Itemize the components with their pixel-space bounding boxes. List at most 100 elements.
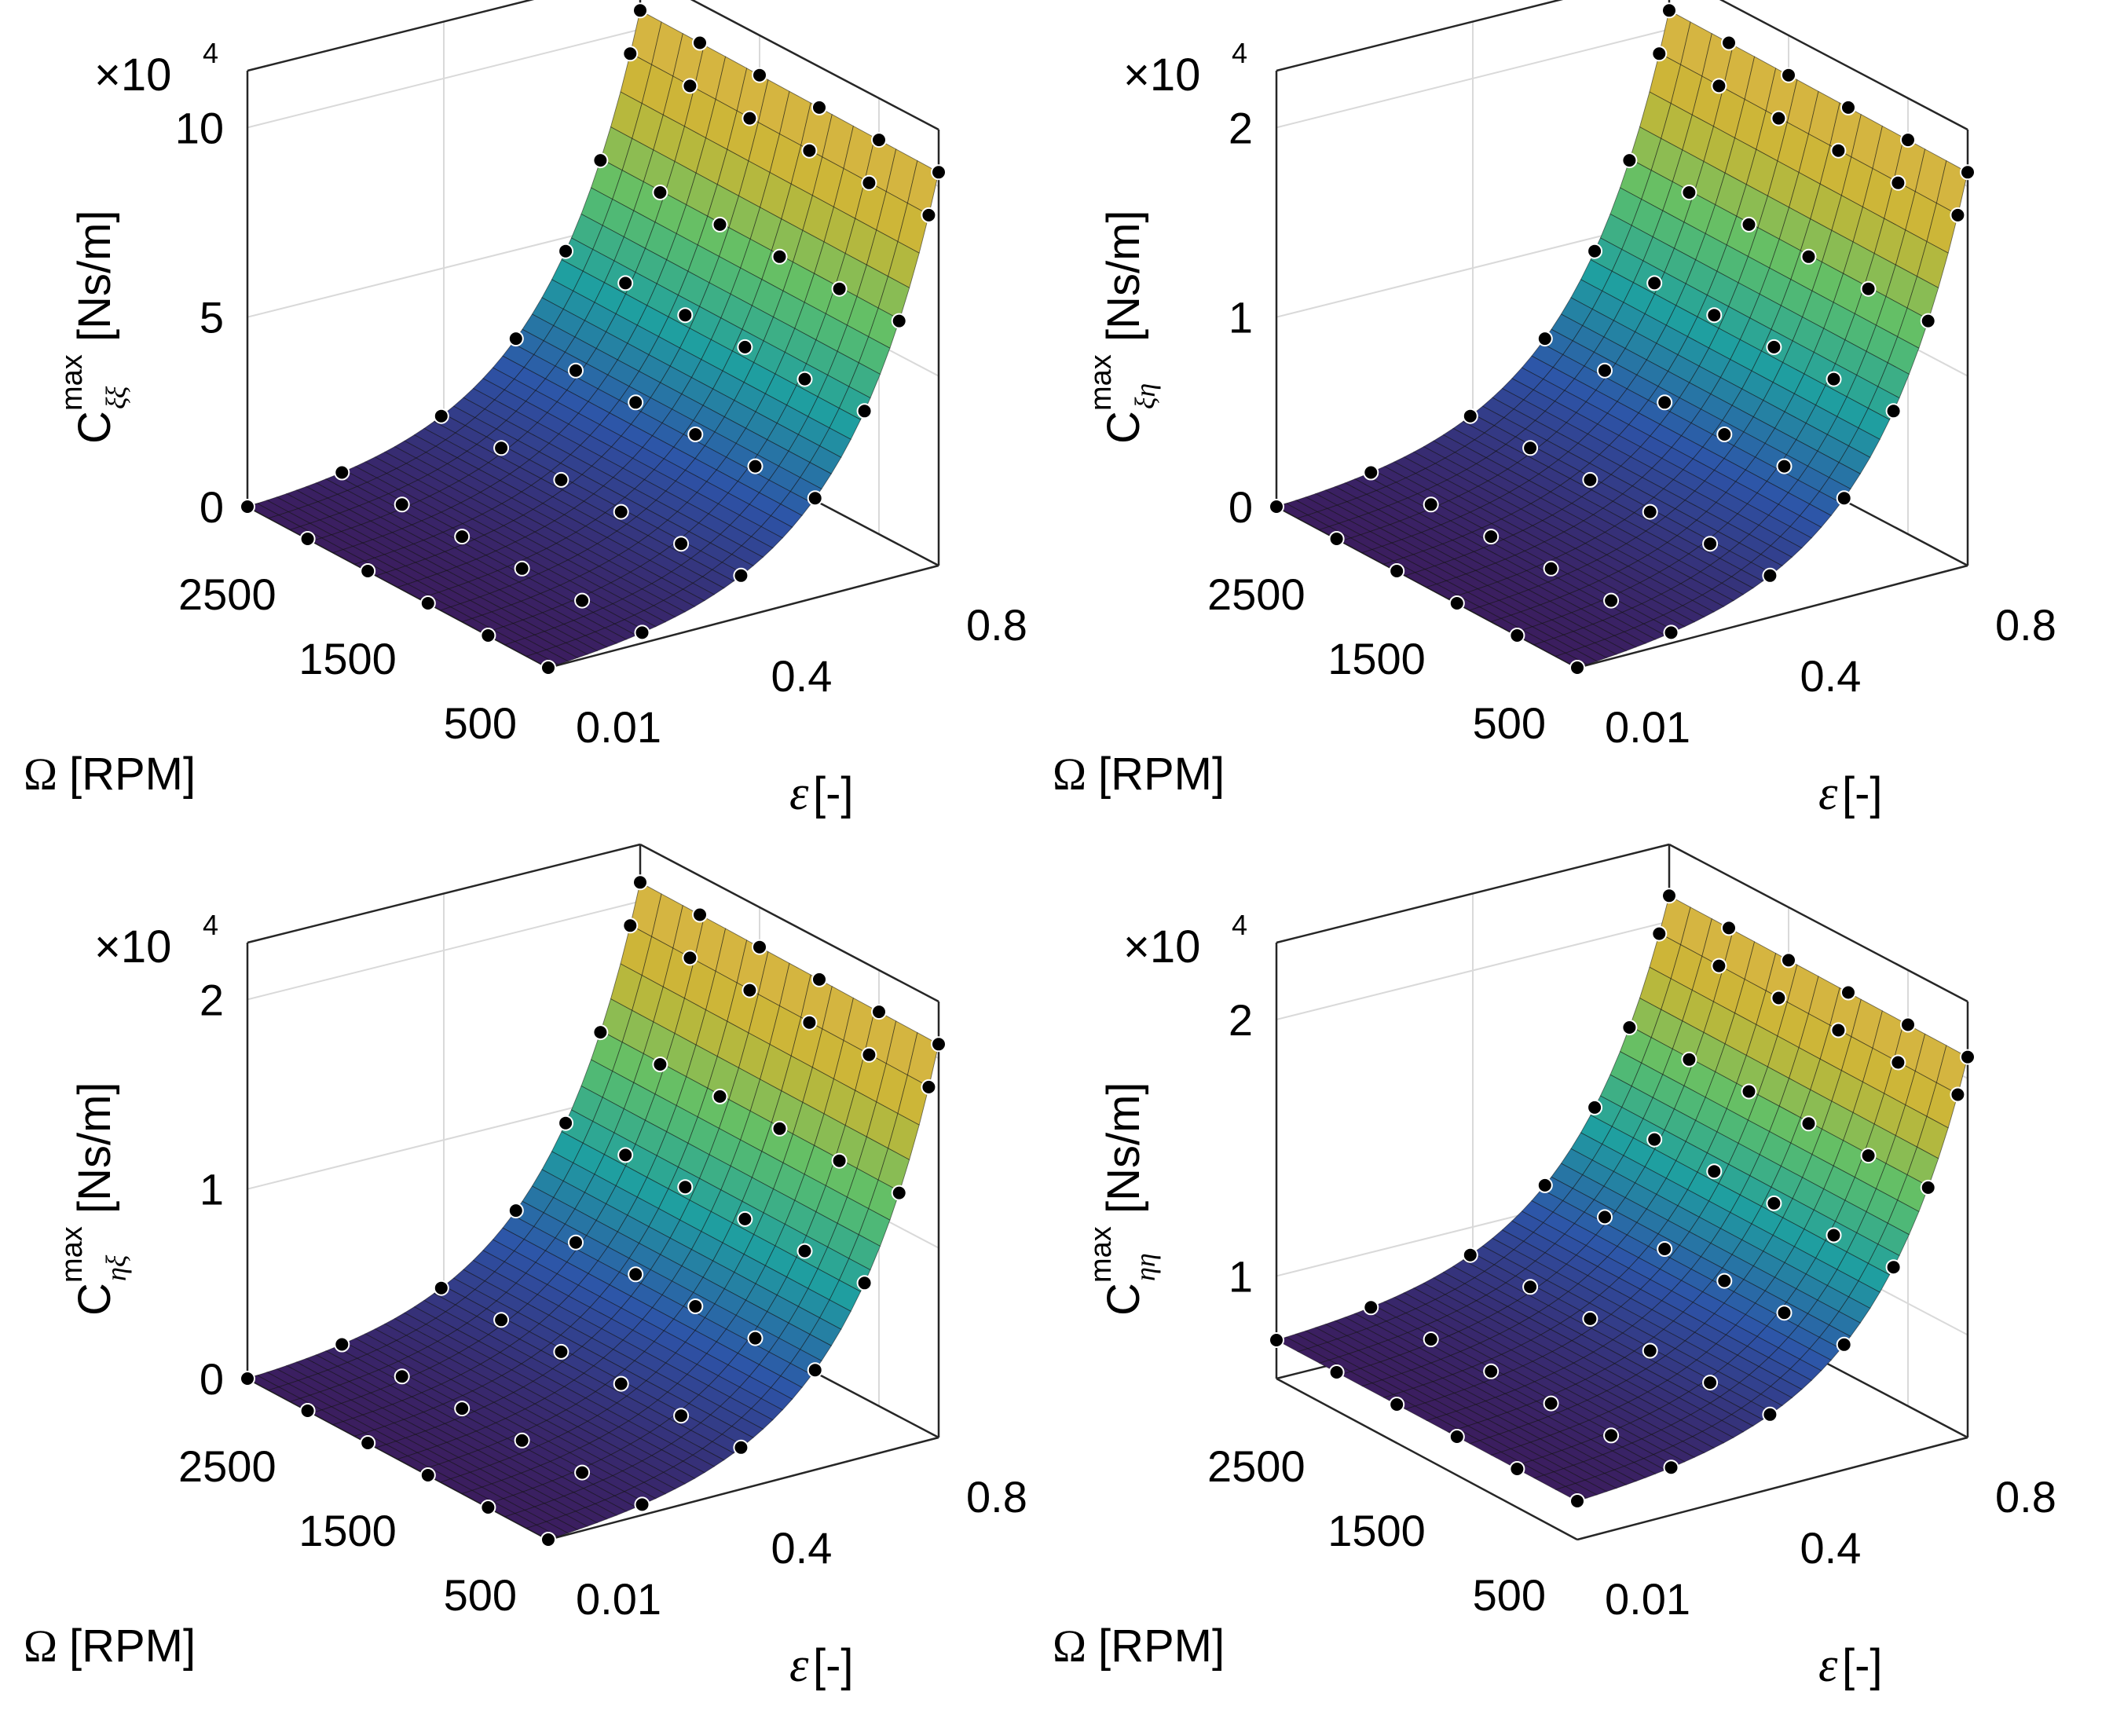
data-marker [1840,984,1856,1001]
data-marker [1741,1083,1757,1100]
eps-tick-label: 0.4 [771,1523,833,1573]
data-marker [1642,1342,1658,1359]
data-marker [1363,464,1379,481]
data-marker [1702,1375,1719,1391]
z-label-unit: [Ns/m] [69,210,120,342]
data-marker [737,1210,753,1227]
z-tick-label: 0 [200,1354,224,1404]
data-marker [1663,624,1679,641]
z-tick-label: 2 [200,975,224,1024]
exponent-label: ×10 [1123,921,1200,972]
eps-axis-unit: [-] [1842,768,1883,819]
data-marker [1597,362,1613,379]
data-marker [1836,1336,1852,1353]
data-marker [632,2,648,19]
omega-tick-label: 2500 [1207,570,1306,619]
eps-tick-label: 0.01 [1605,1574,1690,1624]
data-marker [752,67,767,83]
exponent-label: ×10 [1123,49,1200,101]
eps-tick-label: 0.4 [1800,1523,1862,1573]
data-marker [240,1371,255,1386]
data-marker [1269,1332,1284,1348]
box-edge [1719,0,1968,131]
data-marker [712,216,728,233]
omega-tick-label: 1500 [298,1506,397,1555]
omega-axis-symbol: Ω [24,1621,57,1672]
data-marker [811,99,827,115]
data-marker [1771,990,1787,1006]
eps-axis-line [1576,564,1968,669]
exponent-label: ×10 [94,921,171,972]
data-marker [1716,1273,1733,1289]
data-marker [1328,531,1345,547]
data-marker [1657,394,1673,411]
data-marker [891,1185,907,1201]
data-marker [480,1500,496,1515]
data-marker [1536,331,1553,347]
data-marker [360,1435,376,1451]
data-marker [540,660,556,676]
data-marker [1651,46,1668,62]
data-marker [652,1057,668,1072]
data-marker [1509,628,1525,643]
data-marker [1776,458,1793,474]
data-marker [360,563,376,579]
data-marker [677,307,694,324]
data-marker [673,536,690,552]
data-marker [771,248,788,265]
eps-tick-label: 0.01 [576,1574,661,1624]
data-marker [1860,280,1877,297]
data-marker [433,1280,449,1296]
data-marker [514,1432,530,1448]
data-marker [1536,1177,1553,1193]
data-marker [1890,1054,1906,1071]
eps-axis-unit: [-] [813,1640,854,1691]
data-marker [634,624,650,641]
box-edge [247,843,641,944]
data-marker [299,531,316,547]
z-label-superscript: max [56,1226,89,1283]
data-marker [634,1496,650,1513]
data-marker [558,243,574,259]
omega-tick-label: 1500 [298,634,397,683]
eps-tick-label: 0.4 [1800,651,1862,701]
eps-tick-label: 0.8 [1995,1472,2056,1522]
data-marker [733,567,749,584]
data-marker [1890,174,1906,191]
data-marker [622,917,639,934]
eps-tick-label: 0.8 [966,1472,1027,1522]
data-marker [807,1362,823,1379]
data-marker [1960,1049,1976,1065]
z-label-unit: [Ns/m] [69,1082,120,1214]
data-marker [687,1298,704,1314]
data-marker [921,1079,937,1095]
data-marker [574,1464,591,1481]
data-marker [1582,471,1598,488]
omega-axis-symbol: Ω [1053,1621,1086,1672]
data-marker [1328,1364,1345,1380]
z-tick-label: 1 [200,1165,224,1214]
data-marker [1423,1331,1439,1347]
data-marker [1900,132,1916,148]
data-marker [1646,1131,1663,1148]
data-marker [801,142,818,159]
data-marker [682,950,698,966]
data-marker [553,1343,569,1360]
z-tick-label: 0 [1229,482,1253,532]
z-label-superscript: max [56,354,89,411]
data-marker [1423,496,1439,513]
data-marker [1826,1227,1842,1243]
eps-tick-label: 0.01 [576,702,661,752]
data-marker [574,592,591,609]
data-marker [673,1408,690,1424]
z-label-symbol: C [69,1283,120,1316]
omega-tick-label: 1500 [1327,1506,1426,1555]
data-marker [1363,1299,1379,1316]
box-edge [1276,0,1564,72]
data-marker [1681,185,1697,200]
data-marker [540,1532,556,1547]
data-marker [1587,243,1603,259]
exponent-power: 4 [1232,909,1247,941]
